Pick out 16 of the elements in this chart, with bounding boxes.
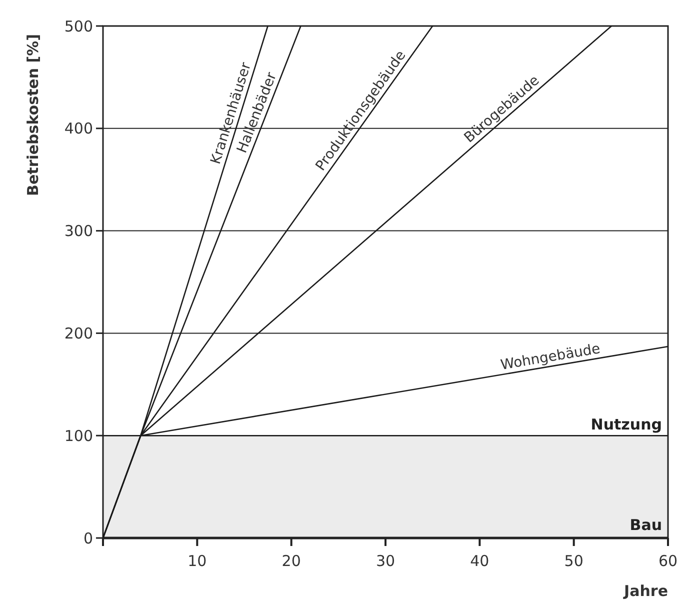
y-tick-label: 400 [64, 120, 93, 138]
y-axis-title: Betriebskosten [%] [24, 34, 42, 196]
x-tick-label: 40 [470, 552, 490, 570]
y-tick-label: 200 [64, 324, 93, 342]
x-tick-label: 20 [282, 552, 301, 570]
y-tick-label: 0 [83, 529, 93, 548]
x-axis-title: Jahre [623, 582, 668, 600]
y-tick-label: 300 [64, 222, 93, 240]
x-tick-label: 10 [188, 552, 207, 570]
x-tick-label: 50 [564, 552, 584, 570]
x-tick-label: 30 [376, 552, 396, 570]
band-label: Bau [630, 516, 662, 534]
y-tick-label: 100 [64, 426, 93, 445]
y-tick-label: 500 [64, 17, 93, 36]
x-tick-label: 60 [658, 552, 678, 570]
ref-line-label: Nutzung [590, 416, 662, 434]
